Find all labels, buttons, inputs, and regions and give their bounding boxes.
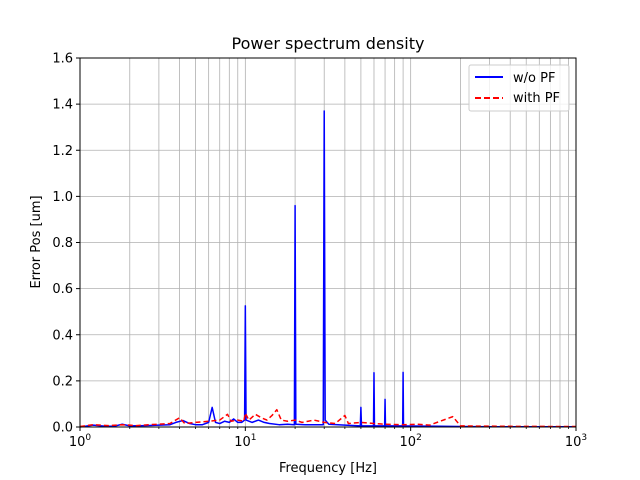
- legend: w/o PF with PF: [468, 64, 570, 112]
- x-tick-label: 102: [400, 433, 422, 450]
- chart-title: Power spectrum density: [232, 34, 425, 53]
- series-layer: [79, 110, 577, 428]
- y-tick-label: 1.2: [52, 144, 73, 159]
- legend-label-wo-pf: w/o PF: [513, 71, 555, 86]
- y-tick-label: 0.4: [52, 328, 73, 343]
- y-axis-label: Error Pos [um]: [29, 195, 44, 288]
- x-tick-label: 103: [565, 433, 587, 450]
- x-tick-label: 100: [69, 433, 92, 450]
- x-axis-label: Frequency [Hz]: [279, 461, 377, 476]
- legend-label-with-pf: with PF: [513, 91, 560, 106]
- y-tick-label: 0.0: [52, 421, 73, 436]
- y-axis: 0.0 0.2 0.4 0.6 0.8 1.0 1.2 1.4 1.6: [52, 52, 80, 436]
- x-axis: 100 101 102 103: [69, 427, 587, 450]
- y-tick-label: 1.6: [52, 52, 73, 67]
- x-tick-label: 101: [234, 433, 256, 450]
- y-tick-label: 0.2: [52, 374, 73, 389]
- y-tick-label: 1.0: [52, 190, 73, 205]
- series-line-with-pf: [79, 408, 577, 428]
- y-tick-label: 1.4: [52, 98, 73, 113]
- y-tick-label: 0.8: [52, 236, 73, 251]
- y-tick-label: 0.6: [52, 282, 73, 297]
